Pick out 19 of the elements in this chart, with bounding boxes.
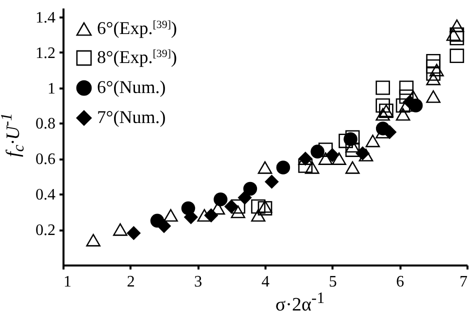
x-tick-label: 6 xyxy=(396,274,404,290)
x-axis-title: σ·2α$^{-1}$ xyxy=(275,290,325,316)
y-tick-label: 0.8 xyxy=(36,116,56,133)
y-tick-label: 1 xyxy=(48,80,56,98)
y-tick-label: 0.6 xyxy=(36,151,56,168)
x-tick-label: 1 xyxy=(64,274,72,290)
x-tick-label: 4 xyxy=(262,274,270,290)
legend-label: 6°(Exp.$^{[39]}$) xyxy=(97,18,178,38)
y-tick-label: 0.4 xyxy=(36,186,56,204)
x-tick-label: 7 xyxy=(460,274,468,290)
y-tick-label: 1.4 xyxy=(36,9,56,26)
legend-label: 8°(Exp.$^{[39]}$) xyxy=(97,47,178,67)
y-tick-label: 0.2 xyxy=(36,222,56,240)
legend-label: 6°(Num.) xyxy=(97,77,166,97)
y-tick-label: 1.2 xyxy=(36,44,56,62)
legend-label: 7°(Num.) xyxy=(97,107,166,127)
x-tick-label: 2 xyxy=(126,274,135,290)
x-tick-label: 5 xyxy=(328,274,337,290)
x-tick-label: 3 xyxy=(194,274,202,290)
